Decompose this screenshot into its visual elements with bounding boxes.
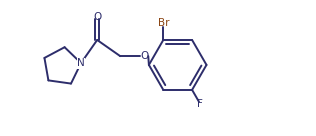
Text: F: F — [197, 99, 203, 109]
Text: O: O — [93, 12, 101, 22]
Text: O: O — [140, 51, 148, 61]
Text: Br: Br — [158, 18, 169, 28]
Text: N: N — [77, 58, 85, 68]
